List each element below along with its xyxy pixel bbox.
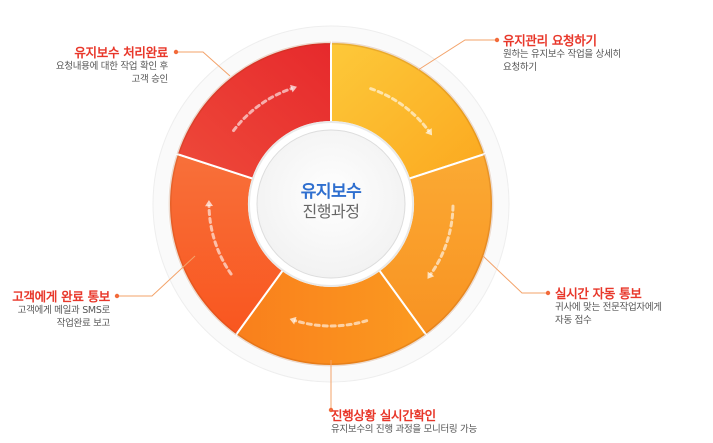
step-1-desc-line-1: 원하는 유지보수 작업을 상세히 — [503, 49, 621, 60]
cycle-arrow-step-5 — [232, 87, 293, 133]
step-4-desc-line-1: 고객에게 메일과 SMS로 — [17, 305, 111, 316]
step-2-desc-line-2: 자동 접수 — [555, 315, 592, 326]
ring-segment-edge-step-1 — [330, 41, 486, 155]
cycle-arrow-head-step-4 — [205, 200, 214, 207]
step-4-label: 고객에게 완료 통보 고객에게 메일과 SMS로 작업완료 보고 — [12, 289, 110, 330]
step-5-desc-line-2: 고객 승인 — [131, 74, 169, 85]
leader-dots — [114, 37, 551, 413]
cycle-arrow-step-2 — [429, 204, 455, 276]
leader-line-step-4 — [117, 255, 196, 297]
leader-dot-step-4 — [114, 293, 120, 299]
cycle-arrows — [205, 84, 455, 328]
leader-dot-step-3 — [328, 407, 334, 413]
center-title: 유지보수 — [300, 182, 362, 202]
cycle-arrow-step-4 — [207, 204, 233, 276]
step-5-label: 유지보수 처리완료 요청내용에 대한 작업 확인 후 고객 승인 — [56, 45, 168, 86]
step-1-desc-line-2: 요청하기 — [503, 62, 537, 73]
leader-line-step-1 — [417, 39, 497, 71]
leader-line-step-2 — [482, 255, 548, 294]
center-subtitle: 진행과정 — [302, 202, 360, 221]
step-5-desc-line-1: 요청내용에 대한 작업 확인 후 — [55, 61, 168, 72]
ring-segment-edge-step-5 — [176, 41, 332, 155]
step-3-label: 진행상황 실시간확인 유지보수의 진행 과정을 모니터링 가능 — [331, 408, 477, 436]
step-1-label: 유지관리 요청하기 원하는 유지보수 작업을 상세히 요청하기 — [503, 33, 621, 74]
leader-lines — [117, 39, 548, 410]
cycle-arrow-head-step-5 — [289, 84, 297, 93]
step-4-title: 고객에게 완료 통보 — [12, 289, 110, 304]
leader-line-step-5 — [176, 51, 231, 77]
ring-segment-edge-step-2 — [424, 153, 494, 336]
leader-dot-step-5 — [173, 49, 179, 55]
cycle-arrow-head-step-3 — [289, 316, 297, 325]
cycle-arrow-step-1 — [369, 87, 430, 133]
cycle-arrow-head-step-2 — [427, 271, 435, 279]
step-3-title: 진행상황 실시간확인 — [331, 408, 436, 423]
leader-dot-step-2 — [545, 290, 551, 296]
step-4-desc-line-2: 작업완료 보고 — [56, 318, 111, 329]
cycle-arrow-head-step-1 — [425, 128, 433, 136]
step-2-label: 실시간 자동 통보 귀사에 맞는 전문작업자에게 자동 접수 — [555, 286, 662, 327]
center-label: 유지보수 진행과정 — [251, 182, 411, 222]
step-1-title: 유지관리 요청하기 — [503, 33, 597, 48]
center-hub — [256, 129, 406, 279]
step-5-title: 유지보수 처리완료 — [74, 45, 168, 60]
step-3-desc-line-1: 유지보수의 진행 과정을 모니터링 가능 — [331, 424, 477, 435]
step-2-desc-line-1: 귀사에 맞는 전문작업자에게 — [555, 302, 662, 313]
cycle-arrow-step-3 — [293, 319, 369, 328]
leader-dot-step-1 — [494, 37, 500, 43]
ring-segment-edge-step-4 — [168, 153, 238, 336]
step-2-title: 실시간 자동 통보 — [555, 286, 642, 301]
